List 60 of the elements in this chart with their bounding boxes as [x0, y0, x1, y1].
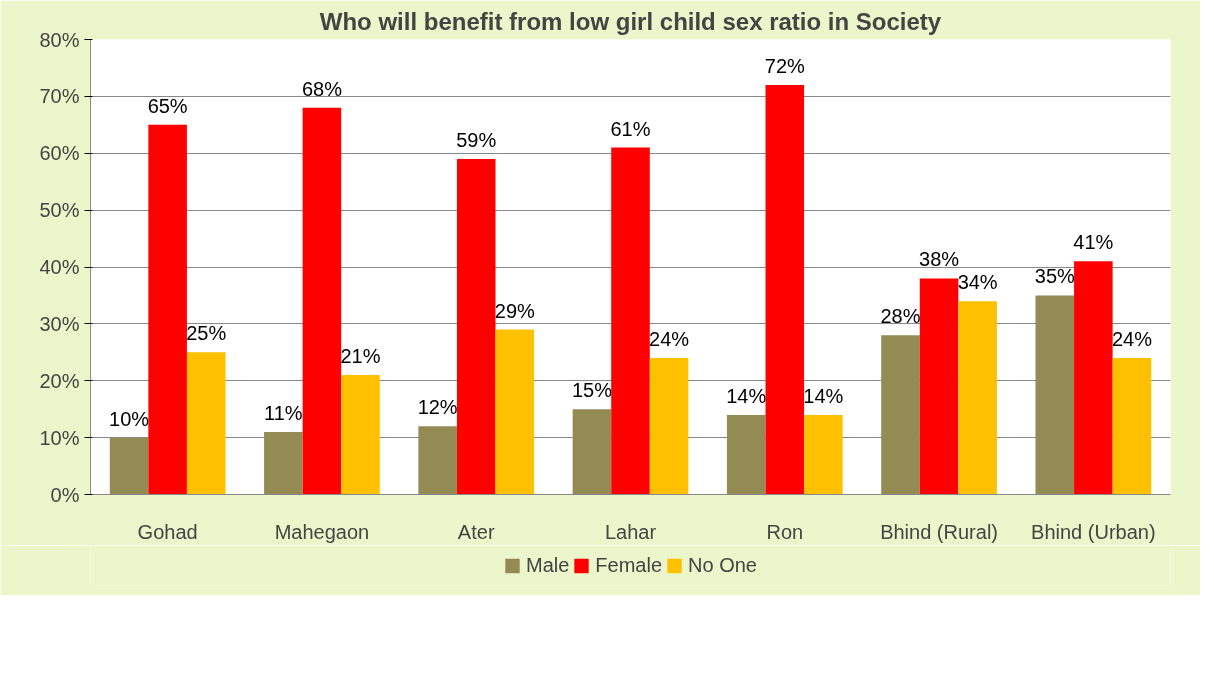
x-tick-label: Lahar	[604, 520, 657, 543]
chart-title: Who will benefit from low girl child sex ratio in Society	[319, 7, 942, 35]
bar	[611, 147, 650, 495]
bar	[1035, 295, 1075, 495]
bar	[765, 85, 805, 495]
x-tick-label: Bhind (Urban)	[1031, 520, 1156, 543]
data-label: 61%	[610, 117, 651, 140]
bar	[341, 375, 380, 495]
bar	[264, 431, 303, 495]
x-tick-label: Mahegaon	[274, 520, 370, 543]
bar	[1112, 358, 1152, 495]
bar	[186, 352, 226, 495]
bar	[958, 301, 997, 495]
data-label: 24%	[649, 328, 690, 350]
y-tick-label: 10%	[39, 426, 80, 449]
bar	[418, 426, 457, 495]
x-tick-label: Ater	[457, 520, 495, 543]
y-tick-label: 30%	[39, 312, 80, 335]
bar	[456, 158, 496, 495]
x-tick-label: Gohad	[137, 520, 198, 543]
bar	[726, 414, 766, 495]
data-label: 29%	[494, 299, 536, 322]
x-tick-label: Ron	[766, 520, 804, 543]
data-label: 21%	[340, 345, 381, 368]
bar	[109, 437, 149, 495]
bar	[302, 107, 342, 495]
data-label: 72%	[764, 55, 806, 77]
data-label: 35%	[1034, 265, 1076, 288]
legend-label: Male	[526, 553, 570, 577]
y-tick-label: 70%	[39, 85, 80, 108]
data-label: 11%	[264, 401, 303, 424]
data-label: 68%	[301, 77, 343, 100]
bar	[649, 358, 689, 495]
x-tick-label: Bhind (Rural)	[880, 520, 998, 543]
data-label: 65%	[147, 94, 188, 117]
data-label: 14%	[803, 384, 844, 407]
bar	[572, 409, 612, 495]
y-tick-label: 0%	[50, 483, 80, 506]
y-tick-label: 40%	[39, 256, 80, 278]
bar	[881, 335, 920, 495]
data-label: 28%	[880, 305, 921, 328]
data-label: 12%	[417, 396, 458, 419]
data-label: 14%	[726, 384, 767, 407]
y-tick-label: 80%	[39, 28, 80, 51]
y-tick-label: 50%	[39, 199, 80, 222]
y-tick-label: 60%	[39, 142, 80, 165]
bar	[1074, 261, 1113, 495]
legend-label: No One	[688, 553, 757, 577]
bar	[804, 414, 843, 495]
bar	[919, 278, 959, 495]
y-tick-label: 20%	[39, 369, 80, 392]
bar	[495, 329, 535, 495]
bar	[148, 124, 187, 495]
data-label: 34%	[957, 271, 998, 294]
legend-label: Female	[595, 553, 663, 577]
data-label: 41%	[1073, 231, 1114, 254]
data-label: 24%	[1111, 328, 1153, 350]
data-label: 59%	[456, 128, 497, 151]
data-label: 38%	[919, 248, 960, 271]
data-label: 25%	[186, 322, 227, 345]
